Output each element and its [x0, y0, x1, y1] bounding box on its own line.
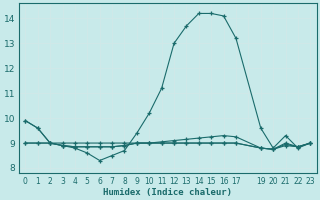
X-axis label: Humidex (Indice chaleur): Humidex (Indice chaleur) [103, 188, 232, 197]
